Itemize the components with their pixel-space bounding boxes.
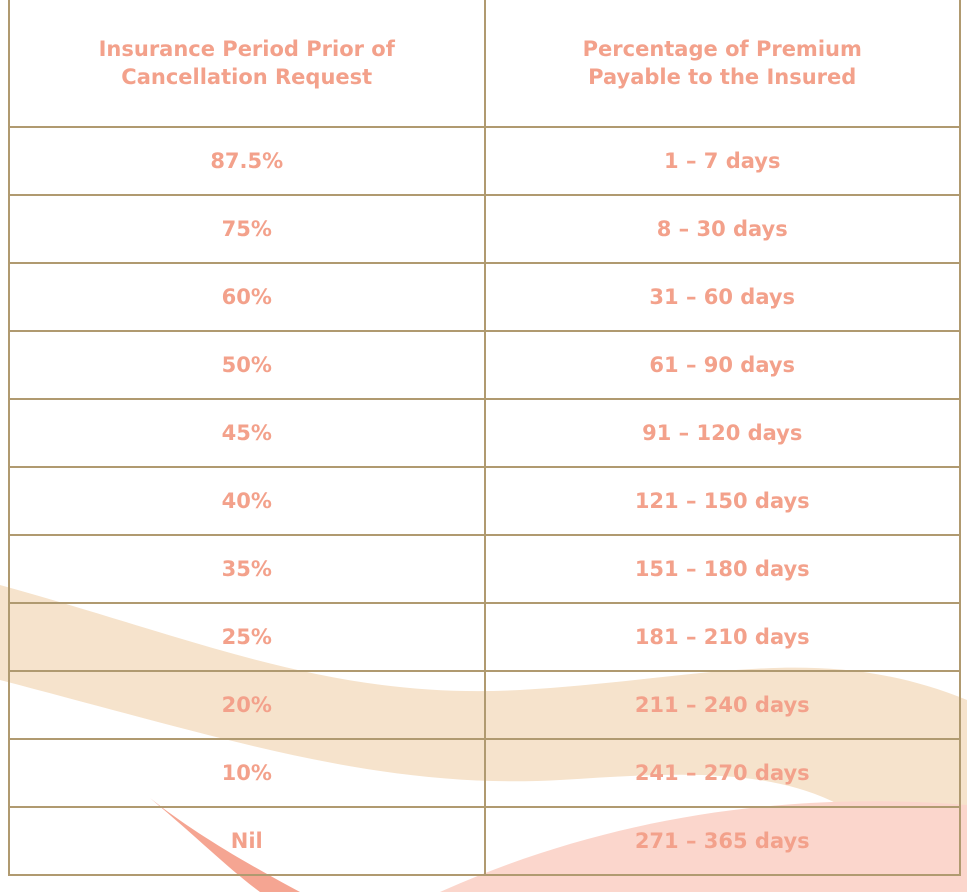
table-cell: 1 – 7 days [485, 127, 961, 195]
table-cell: 10% [9, 739, 485, 807]
table-cell: 241 – 270 days [485, 739, 961, 807]
table-cell: 271 – 365 days [485, 807, 961, 875]
header-cell: Percentage of Premium Payable to the Ins… [485, 0, 961, 127]
table-cell: 45% [9, 399, 485, 467]
table-row: 35%151 – 180 days [9, 535, 960, 603]
table-row: 40%121 – 150 days [9, 467, 960, 535]
table-row: 75%8 – 30 days [9, 195, 960, 263]
table-row: 20%211 – 240 days [9, 671, 960, 739]
table-row: 50%61 – 90 days [9, 331, 960, 399]
table-cell: 181 – 210 days [485, 603, 961, 671]
table-row: 25%181 – 210 days [9, 603, 960, 671]
header-text: Insurance Period Prior of Cancellation R… [97, 35, 397, 91]
table-cell: 40% [9, 467, 485, 535]
table-cell: 121 – 150 days [485, 467, 961, 535]
table-cell: 75% [9, 195, 485, 263]
header-cell: Insurance Period Prior of Cancellation R… [9, 0, 485, 127]
table-cell: Nil [9, 807, 485, 875]
header-row: Insurance Period Prior of Cancellation R… [9, 0, 960, 127]
table-cell: 61 – 90 days [485, 331, 961, 399]
table-cell: 8 – 30 days [485, 195, 961, 263]
table-cell: 31 – 60 days [485, 263, 961, 331]
table-row: 60%31 – 60 days [9, 263, 960, 331]
table-cell: 151 – 180 days [485, 535, 961, 603]
table-row: 10%241 – 270 days [9, 739, 960, 807]
table-row: 45%91 – 120 days [9, 399, 960, 467]
header-text: Percentage of Premium Payable to the Ins… [572, 35, 872, 91]
table-cell: 60% [9, 263, 485, 331]
table-cell: 50% [9, 331, 485, 399]
table-cell: 20% [9, 671, 485, 739]
table-row: 87.5%1 – 7 days [9, 127, 960, 195]
table-cell: 35% [9, 535, 485, 603]
table-cell: 91 – 120 days [485, 399, 961, 467]
table-cell: 25% [9, 603, 485, 671]
table-cell: 211 – 240 days [485, 671, 961, 739]
refund-table: Insurance Period Prior of Cancellation R… [8, 0, 961, 876]
page: {"table": { "headers": ["Insurance Perio… [0, 0, 967, 892]
table-cell: 87.5% [9, 127, 485, 195]
